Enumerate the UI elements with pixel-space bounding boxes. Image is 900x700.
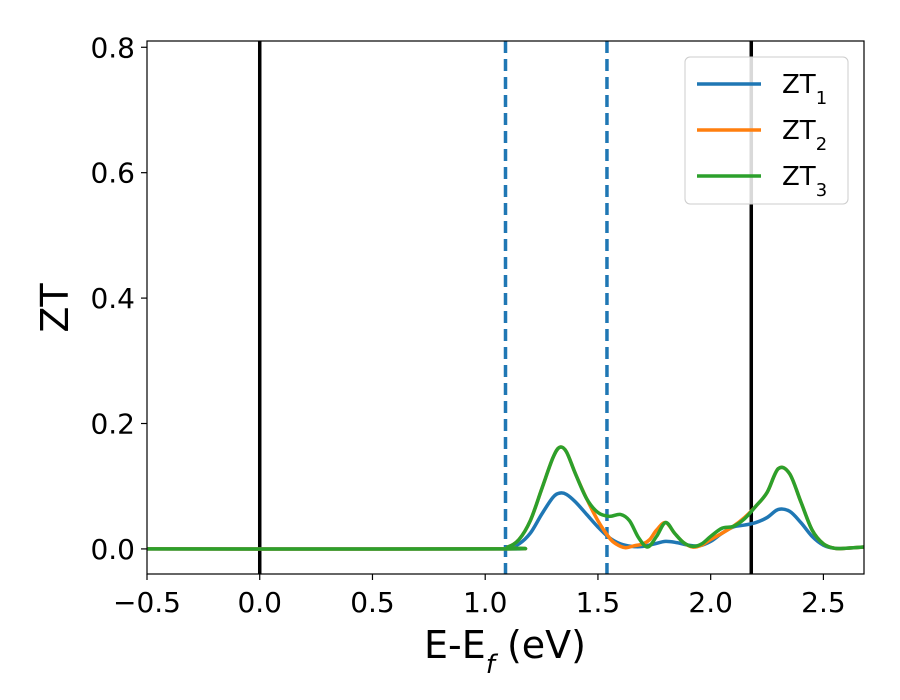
legend-label: ZT3	[782, 162, 827, 201]
series-layer	[147, 445, 864, 551]
x-tick-label: 2.0	[688, 586, 733, 619]
y-tick-label: 0.6	[90, 157, 135, 190]
x-tick-label: −0.5	[113, 586, 181, 619]
x-axis-label: E-Ef (eV)	[424, 623, 586, 680]
x-tick-label: 2.5	[801, 586, 846, 619]
plot-frame	[146, 40, 865, 575]
x-tick-label: 0.5	[350, 586, 395, 619]
reference-lines	[257, 41, 754, 574]
series-line-3	[147, 445, 864, 551]
x-tick-label: 1.5	[576, 586, 621, 619]
y-axis-label: ZT	[33, 283, 77, 333]
y-tick-label: 0.2	[90, 408, 135, 441]
y-tick-label: 0.0	[90, 533, 135, 566]
legend-label: ZT2	[782, 116, 827, 155]
legend: ZT1 ZT2 ZT3	[684, 56, 849, 205]
legend-label: ZT1	[782, 70, 827, 109]
legend-box	[684, 56, 849, 205]
y-tick-label: 0.8	[90, 31, 135, 64]
x-axis: −0.5 0.0 0.5 1.0 1.5 2.0 2.5	[113, 574, 846, 619]
series-line-1	[147, 491, 864, 551]
x-tick-label: 1.0	[463, 586, 508, 619]
y-axis: 0.0 0.2 0.4 0.6 0.8	[90, 31, 147, 566]
y-tick-label: 0.4	[90, 282, 135, 315]
x-tick-label: 0.0	[237, 586, 282, 619]
